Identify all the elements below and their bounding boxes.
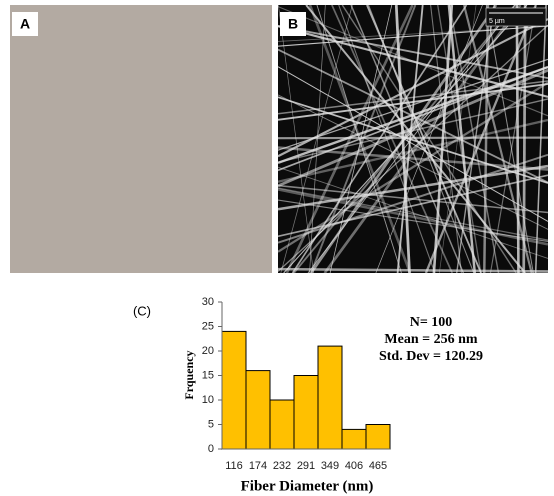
fiber [522,4,527,274]
fiber [309,4,326,274]
fiber [277,68,549,188]
fiber [277,164,549,211]
label-box [12,12,38,36]
y-tick-label: 5 [208,418,214,430]
fiber [323,4,522,274]
fiber [277,187,549,241]
bar [317,345,343,450]
x-tick-label: 349 [321,460,339,472]
fiber [489,4,537,274]
y-tick-label: 20 [202,345,214,357]
fiber [277,18,549,158]
fiber [277,136,549,140]
fiber [307,4,516,274]
fiber [277,94,549,230]
fiber [277,66,549,222]
bar [245,370,271,450]
fiber [277,24,549,272]
annotation: Std. Dev = 120.29 [379,349,483,364]
fiber [448,4,500,274]
fiber [485,4,534,274]
fiber [277,267,549,273]
bar [341,428,367,450]
fiber [447,4,477,274]
fiber [277,188,549,246]
bar [221,330,247,450]
fiber [305,4,526,274]
x-tick-label: 232 [273,460,291,472]
panel-label: B [288,16,298,32]
fiber [277,25,549,79]
x-tick-label: 406 [345,460,363,472]
fiber [375,4,483,274]
y-tick-label: 10 [202,394,214,406]
y-tick-label: 25 [202,320,214,332]
scale-bar-label: 5 µm [489,18,505,25]
fibers [277,4,549,274]
fiber [462,4,533,274]
fiber [277,199,549,242]
fiber [432,4,454,274]
fiber [338,4,436,274]
label-box [280,12,306,36]
y-tick-label: 0 [208,443,214,455]
panel-label: A [20,16,30,32]
fiber [424,4,537,274]
fiber [483,4,490,274]
fiber [277,174,549,238]
panel-label: (C) [133,303,151,318]
bar [269,399,295,450]
annotation: N= 100 [410,315,453,330]
x-tick-label: 291 [297,460,315,472]
bar [365,424,391,450]
x-axis-title: Fiber Diameter (nm) [241,478,374,494]
x-tick-label: 116 [225,460,243,472]
fiber [438,4,477,274]
x-tick-label: 465 [369,460,387,472]
fiber [277,184,549,214]
y-axis-title: Frquency [182,350,196,399]
fiber [278,4,314,274]
fiber [367,4,475,274]
fiber [437,4,482,274]
fiber [277,81,549,253]
fiber [456,4,495,274]
fiber [396,4,424,274]
x-tick-label: 174 [249,460,267,472]
fiber [394,4,411,274]
bar [293,375,319,450]
y-tick-label: 15 [202,369,214,381]
annotation: Mean = 256 nm [384,332,477,347]
y-tick-label: 30 [202,296,214,308]
fiber [277,166,549,259]
fiber [534,4,547,274]
photo-a [10,5,272,273]
